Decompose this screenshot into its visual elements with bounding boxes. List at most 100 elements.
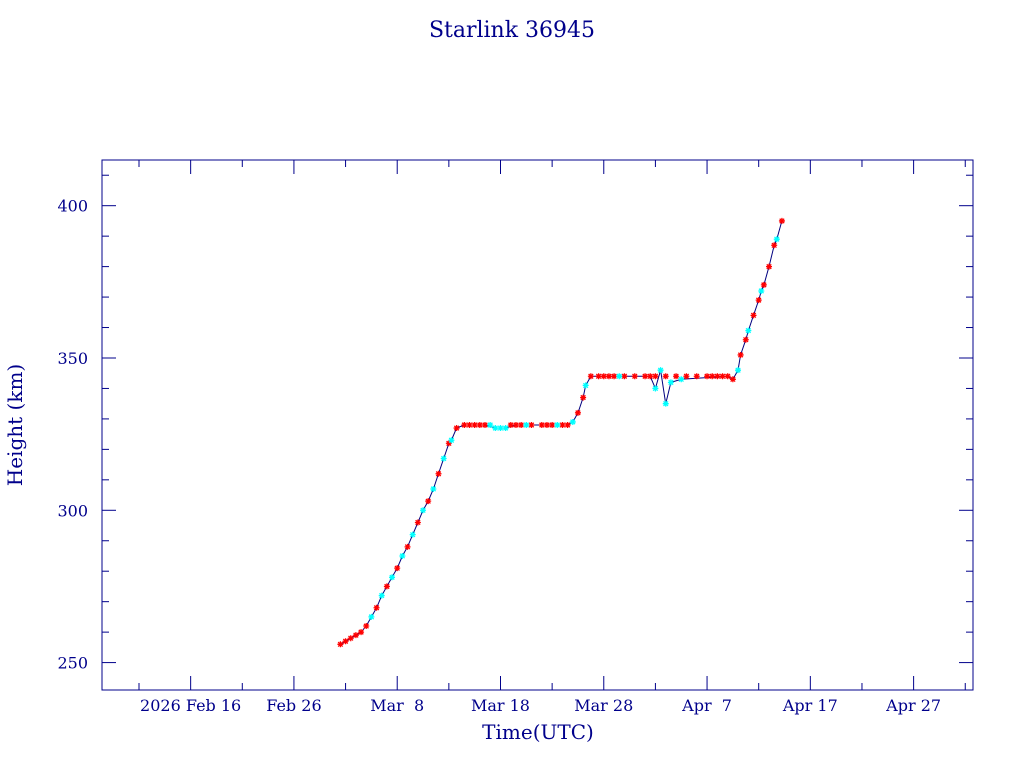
y-tick-label: 350 xyxy=(57,349,88,368)
red-star-point xyxy=(453,425,460,432)
red-star-point xyxy=(737,351,744,358)
red-star-point xyxy=(425,498,432,505)
cyan-star-point xyxy=(492,425,499,432)
x-tick-label: Mar 18 xyxy=(471,696,530,715)
cyan-star-point xyxy=(758,287,765,294)
red-star-point xyxy=(481,422,488,428)
red-star-point xyxy=(373,604,380,611)
red-star-point xyxy=(766,263,773,270)
x-tick-label: Feb 26 xyxy=(266,696,321,715)
red-star-point xyxy=(435,470,442,477)
cyan-star-point xyxy=(487,422,494,428)
x-axis-ticks xyxy=(138,160,966,690)
red-star-point xyxy=(729,376,736,383)
red-star-point xyxy=(347,635,354,642)
red-star-point xyxy=(693,373,700,380)
x-tick-label: Apr 27 xyxy=(885,696,941,715)
red-star-point xyxy=(528,422,535,428)
cyan-star-point xyxy=(652,385,659,392)
red-star-point xyxy=(466,422,473,428)
cyan-star-point xyxy=(678,376,685,383)
cyan-star-point xyxy=(773,236,780,243)
y-axis-ticks xyxy=(102,174,973,664)
red-star-point xyxy=(363,623,370,630)
red-star-point xyxy=(704,373,711,380)
red-star-point xyxy=(605,373,612,380)
red-star-point xyxy=(778,217,785,224)
red-star-point xyxy=(771,242,778,249)
red-star-point xyxy=(742,336,749,343)
cyan-star-point xyxy=(657,367,664,374)
red-star-point xyxy=(580,394,587,401)
cyan-star-point xyxy=(667,379,674,386)
cyan-star-point xyxy=(368,613,375,620)
red-star-point xyxy=(383,583,390,590)
data-markers xyxy=(337,217,785,648)
cyan-star-point xyxy=(569,418,576,425)
cyan-star-point xyxy=(378,592,385,599)
cyan-star-point xyxy=(502,425,509,432)
cyan-star-point xyxy=(745,327,752,334)
red-star-point xyxy=(760,281,767,288)
cyan-star-point xyxy=(735,367,742,374)
red-star-point xyxy=(337,641,344,648)
y-axis-tick-labels: 250 300 350 400 xyxy=(57,197,88,673)
red-star-point xyxy=(719,373,726,380)
cyan-star-point xyxy=(399,552,406,559)
red-star-point xyxy=(394,565,401,572)
red-star-point xyxy=(471,422,478,428)
red-star-point xyxy=(683,373,690,380)
red-star-point xyxy=(647,373,654,380)
cyan-star-point xyxy=(554,422,561,428)
chart-title: Starlink 36945 xyxy=(429,18,595,43)
red-star-point xyxy=(342,638,349,645)
red-star-point xyxy=(518,422,525,428)
y-tick-label: 300 xyxy=(57,501,88,520)
y-tick-label: 250 xyxy=(57,654,88,673)
red-star-point xyxy=(574,409,581,416)
red-star-point xyxy=(549,422,556,428)
red-star-point xyxy=(538,422,545,428)
red-star-point xyxy=(750,312,757,319)
y-axis-title: Height (km) xyxy=(3,364,27,486)
height-series-line xyxy=(340,220,783,645)
x-tick-label: Mar 28 xyxy=(574,696,633,715)
red-star-point xyxy=(559,422,566,428)
red-star-point xyxy=(587,373,594,380)
cyan-star-point xyxy=(440,455,447,462)
red-star-point xyxy=(445,440,452,447)
cyan-star-point xyxy=(497,425,504,432)
red-star-point xyxy=(512,422,519,428)
x-tick-label: Apr 7 xyxy=(681,696,732,715)
x-tick-label: Apr 17 xyxy=(782,696,838,715)
red-star-point xyxy=(611,373,618,380)
red-star-point xyxy=(543,422,550,428)
plot-frame xyxy=(101,159,974,691)
cyan-star-point xyxy=(389,574,396,581)
y-tick-label: 400 xyxy=(57,197,88,216)
red-star-point xyxy=(755,297,762,304)
red-star-point xyxy=(714,373,721,380)
red-star-point xyxy=(414,519,421,526)
red-star-point xyxy=(564,422,571,428)
x-axis-tick-labels: 2026 Feb 16 Feb 26 Mar 8 Mar 18 Mar 28 Apr 7 A… xyxy=(140,696,941,715)
red-star-point xyxy=(600,373,607,380)
red-star-point xyxy=(404,543,411,550)
red-star-point xyxy=(507,422,514,428)
red-star-point xyxy=(709,373,716,380)
cyan-star-point xyxy=(420,507,427,514)
cyan-star-point xyxy=(582,382,589,389)
cyan-star-point xyxy=(616,373,623,380)
cyan-star-point xyxy=(448,437,455,444)
cyan-star-point xyxy=(409,531,416,538)
cyan-star-point xyxy=(523,422,530,428)
red-star-point xyxy=(476,422,483,428)
red-star-point xyxy=(621,373,628,380)
red-star-point xyxy=(652,373,659,380)
cyan-star-point xyxy=(662,400,669,407)
red-star-point xyxy=(595,373,602,380)
red-star-point xyxy=(631,373,638,380)
red-star-point xyxy=(461,422,468,428)
red-star-point xyxy=(662,373,669,380)
